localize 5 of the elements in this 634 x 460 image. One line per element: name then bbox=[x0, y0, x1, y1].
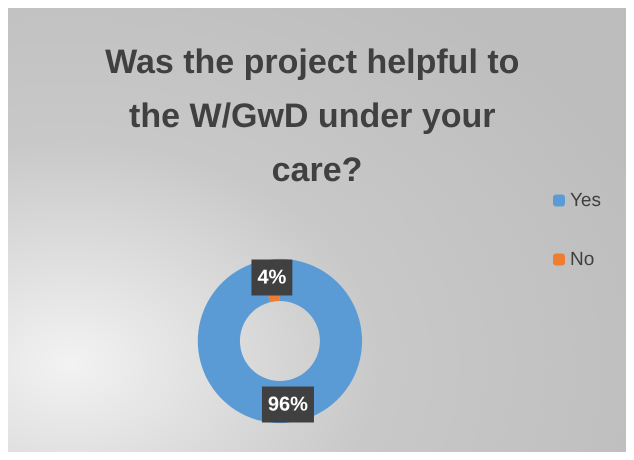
chart-title: Was the project helpful to the W/GwD under your care? bbox=[105, 43, 529, 189]
legend-label: Yes bbox=[570, 190, 602, 211]
data-label: 96% bbox=[268, 394, 308, 416]
data-label: 4% bbox=[257, 266, 287, 288]
legend-label: No bbox=[570, 249, 594, 270]
